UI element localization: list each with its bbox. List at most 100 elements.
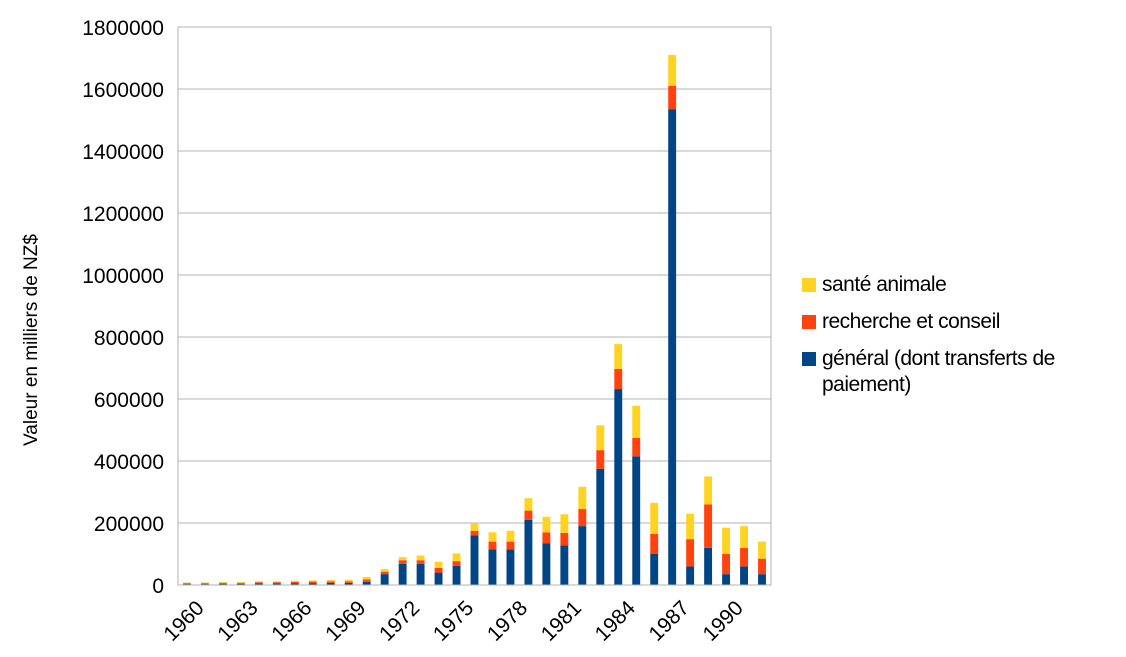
bar-segment [236,583,245,585]
bar-segment [308,580,317,582]
legend-label: santé animale [822,273,947,296]
bar-segment [326,580,335,582]
bar-segment [740,566,748,585]
bar-segment [344,579,353,582]
bar-segment [578,509,587,527]
legend: santé animale recherche et conseil général… [802,272,1122,409]
bar-segment [614,344,623,369]
legend-label: général (dont transferts de paiement) [822,347,1055,396]
bar-segment [758,541,766,559]
bar-segment [290,580,299,582]
x-tick-label: 1987 [645,596,694,645]
bar-segment [488,549,497,585]
bar-segment [218,581,227,583]
bar-segment [308,581,317,584]
bars [183,54,766,586]
x-tick-label: 1966 [267,596,316,645]
legend-swatch [802,352,816,366]
bar-segment [596,468,605,585]
bar-segment [650,502,659,534]
y-tick-label: 1200000 [82,203,164,226]
bar-segment [686,566,695,585]
bar-segment [488,541,497,550]
bar-segment [452,565,461,585]
bar-segment [668,85,677,110]
bar-segment [506,541,515,550]
bar-segment [326,581,335,583]
bar-segment [542,543,551,585]
bar-segment [416,555,425,561]
bar-segment [416,560,425,564]
legend-item: santé animale [802,272,1122,298]
bar-segment [560,532,569,546]
bar-segment [362,581,371,585]
bar-segment [290,581,299,584]
bar-segment [434,567,443,573]
bar-segment [218,583,227,585]
x-tick-label: 1963 [213,596,262,645]
bar-segment [434,572,443,585]
bar-segment [704,476,713,505]
bar-segment [398,563,407,585]
x-tick-label: 1981 [537,596,586,645]
bar-segment [290,583,299,585]
bar-segment [380,574,389,585]
legend-swatch [802,315,816,329]
bar-segment [452,553,461,562]
bar-segment [632,437,641,457]
bar-segment [632,405,641,438]
bar-segment [470,530,479,536]
bar-segment [416,563,425,585]
bar-segment [614,368,623,390]
bar-segment [578,526,587,585]
bar-segment [183,582,191,584]
bar-segment [254,583,263,585]
bar-segment [614,389,623,585]
bar-segment [254,581,263,583]
y-axis-ticks: 0 200000 400000 600000 800000 1000000 1200000 1… [82,17,164,598]
bar-segment [542,516,551,533]
bar-segment [506,549,515,585]
x-tick-label: 1969 [321,596,370,645]
bar-segment [470,535,479,585]
legend-item: général (dont transferts de paiement) [802,346,1122,398]
bar-segment [236,581,245,583]
bar-segment [201,582,209,584]
bar-segment [452,561,461,566]
legend-swatch [802,278,816,292]
bar-segment [218,582,227,584]
x-axis-ticks: 1960 1963 1966 1969 1972 1975 1978 1981 1984 1987… [159,596,747,646]
plot-frame [177,26,772,586]
bar-segment [524,519,533,585]
bar-segment [542,532,551,544]
bar-segment [272,583,281,585]
y-axis-label: Valeur en milliers de NZ$ [21,234,42,446]
gridlines [178,26,771,586]
bar-segment [758,558,766,575]
bar-segment [470,523,479,531]
y-tick-label: 0 [152,575,164,598]
y-tick-label: 1800000 [82,17,164,40]
bar-segment [722,554,731,575]
bar-segment [686,513,695,540]
bar-segment [722,527,731,554]
y-tick-label: 1400000 [82,141,164,164]
bar-segment [362,579,371,582]
y-tick-label: 1000000 [82,265,164,288]
bar-segment [740,526,748,548]
bar-segment [596,450,605,469]
bar-segment [344,582,353,585]
y-tick-label: 400000 [94,451,164,474]
legend-label: recherche et conseil [822,310,1000,333]
y-tick-label: 200000 [94,513,164,536]
bar-segment [524,498,533,511]
bar-segment [704,504,713,548]
bar-segment [380,569,389,572]
bar-segment [704,547,713,585]
x-tick-label: 1975 [429,596,478,645]
bar-segment [308,583,317,585]
bar-segment [560,514,569,533]
bar-segment [722,574,731,585]
bar-segment [362,576,371,580]
